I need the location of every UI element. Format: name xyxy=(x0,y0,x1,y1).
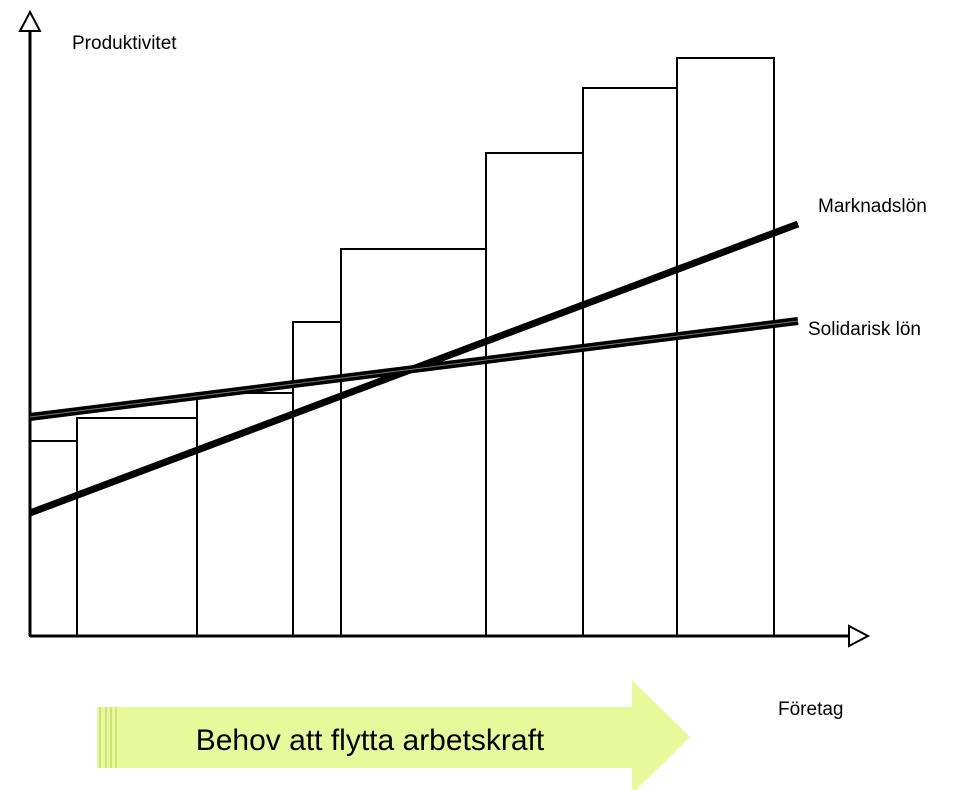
arrow-shape xyxy=(97,680,690,790)
x-axis-label: Företag xyxy=(778,699,843,720)
bar xyxy=(340,248,487,637)
bar xyxy=(29,440,78,637)
bar xyxy=(485,152,584,637)
arrow-label: Behov att flytta arbetskraft xyxy=(196,724,545,757)
line-label: Solidarisk lön xyxy=(808,319,921,340)
y-axis-label: Produktivitet xyxy=(72,33,177,54)
bar xyxy=(582,87,678,637)
solidarity-wage-line-inner xyxy=(29,320,799,418)
bar xyxy=(76,417,198,637)
line-label: Marknadslön xyxy=(818,196,927,217)
direction-arrow: Behov att flytta arbetskraft xyxy=(97,680,690,790)
bar xyxy=(292,321,342,637)
company-bars xyxy=(29,57,775,637)
x-axis-arrow xyxy=(848,624,871,648)
arrow-stripes xyxy=(99,707,117,768)
bar xyxy=(676,57,775,637)
y-axis-arrow xyxy=(18,9,42,32)
